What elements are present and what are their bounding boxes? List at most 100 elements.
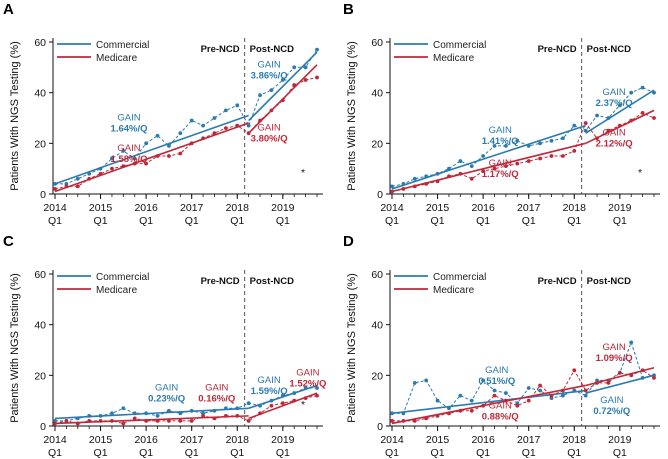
data-point-commercial — [560, 393, 565, 398]
y-tick-label: 60 — [34, 269, 46, 281]
gain-annotation-value: 1.09%/Q — [596, 353, 633, 364]
data-point-medicare — [469, 176, 474, 181]
panel-letter: B — [343, 1, 354, 18]
x-tick-quarter: Q1 — [476, 447, 490, 459]
gain-annotation-value: 3.80%/Q — [251, 134, 288, 145]
gain-annotation-value: 0.88%/Q — [482, 411, 519, 422]
legend-label-commercial: Commercial — [96, 40, 149, 51]
y-tick-label: 0 — [377, 189, 383, 201]
y-tick-label: 60 — [34, 37, 46, 49]
data-point-commercial — [315, 47, 319, 52]
x-tick-quarter: Q1 — [139, 215, 153, 227]
data-point-medicare — [189, 419, 194, 423]
x-tick-year: 2017 — [517, 202, 541, 214]
significance-asterisk: * — [301, 167, 305, 179]
data-point-commercial — [223, 108, 228, 113]
data-point-commercial — [583, 393, 588, 398]
data-point-medicare — [53, 187, 57, 191]
legend-label-medicare: Medicare — [433, 285, 475, 296]
gain-annotation-title: GAIN — [155, 383, 178, 394]
data-point-medicare — [583, 121, 588, 125]
data-point-medicare — [515, 403, 520, 408]
trend-line-commercial — [585, 374, 655, 394]
data-point-commercial — [121, 406, 126, 411]
post-ncd-label: Post-NCD — [250, 276, 294, 287]
trend-line-medicare — [585, 109, 655, 145]
trend-line-commercial — [585, 89, 655, 134]
data-point-commercial — [640, 85, 645, 90]
y-axis-label: Patients With NGS Testing (%) — [9, 41, 21, 191]
x-tick-quarter: Q1 — [385, 447, 399, 459]
panel-letter: A — [3, 1, 14, 18]
legend-label-commercial: Commercial — [433, 272, 486, 283]
post-ncd-label: Post-NCD — [587, 276, 631, 287]
gain-annotation-title: GAIN — [485, 365, 508, 376]
data-point-commercial — [167, 143, 171, 148]
x-tick-year: 2014 — [43, 202, 67, 214]
data-point-medicare — [572, 149, 577, 153]
data-point-medicare — [144, 161, 149, 166]
y-tick-label: 40 — [34, 320, 46, 332]
trend-line-medicare — [391, 142, 586, 193]
data-point-commercial — [412, 176, 417, 181]
x-tick-year: 2015 — [89, 434, 113, 446]
data-point-medicare — [583, 388, 588, 393]
data-point-commercial — [435, 398, 440, 403]
y-tick-label: 60 — [371, 269, 383, 281]
trend-line-commercial — [54, 407, 249, 420]
gain-annotation-value: 3.86%/Q — [251, 70, 288, 81]
data-point-medicare — [526, 398, 531, 403]
data-point-medicare — [617, 370, 622, 375]
data-point-commercial — [315, 386, 319, 390]
data-point-commercial — [390, 184, 394, 189]
gain-annotation-title: GAIN — [603, 87, 626, 98]
legend-label-medicare: Medicare — [96, 53, 138, 64]
x-tick-quarter: Q1 — [94, 215, 108, 227]
gain-annotation-title: GAIN — [205, 383, 228, 394]
data-point-medicare — [201, 413, 205, 418]
x-tick-year: 2017 — [517, 434, 541, 446]
x-tick-quarter: Q1 — [230, 215, 244, 227]
data-point-commercial — [155, 133, 160, 138]
trend-line-medicare — [248, 64, 318, 134]
x-tick-year: 2018 — [563, 202, 587, 214]
x-tick-year: 2019 — [608, 202, 632, 214]
data-point-medicare — [549, 393, 554, 398]
data-point-commercial — [201, 123, 205, 128]
x-tick-quarter: Q1 — [48, 215, 62, 227]
data-point-medicare — [246, 419, 251, 423]
gain-annotation-value: 0.23%/Q — [148, 394, 185, 405]
x-tick-quarter: Q1 — [276, 215, 290, 227]
x-tick-quarter: Q1 — [48, 447, 62, 459]
data-point-commercial — [481, 154, 486, 158]
series-line-medicare — [391, 112, 655, 192]
y-axis-label: Patients With NGS Testing (%) — [9, 273, 21, 423]
x-tick-year: 2014 — [380, 434, 404, 446]
gain-annotation-value: 0.51%/Q — [478, 376, 515, 387]
data-point-commercial — [469, 398, 474, 403]
x-tick-year: 2017 — [180, 434, 204, 446]
gain-annotation-title: GAIN — [258, 375, 281, 386]
trend-line-commercial — [248, 384, 318, 410]
data-point-commercial — [292, 65, 297, 70]
data-point-medicare — [560, 154, 565, 158]
data-point-commercial — [504, 143, 508, 148]
data-point-medicare — [178, 151, 183, 156]
x-tick-quarter: Q1 — [139, 447, 153, 459]
gain-annotation-title: GAIN — [258, 123, 281, 134]
gain-annotation-value: 2.12%/Q — [596, 139, 633, 150]
significance-asterisk: * — [301, 399, 305, 411]
data-point-commercial — [560, 136, 565, 141]
data-point-commercial — [629, 90, 634, 95]
data-point-commercial — [424, 378, 429, 383]
data-point-medicare — [315, 393, 319, 398]
x-tick-year: 2016 — [134, 434, 158, 446]
gain-annotation-value: 1.58%/Q — [111, 154, 148, 165]
data-point-commercial — [595, 113, 599, 118]
y-tick-label: 20 — [34, 370, 46, 382]
data-point-medicare — [606, 381, 611, 385]
data-point-commercial — [246, 123, 251, 128]
data-point-medicare — [492, 393, 497, 398]
data-point-commercial — [258, 93, 262, 98]
